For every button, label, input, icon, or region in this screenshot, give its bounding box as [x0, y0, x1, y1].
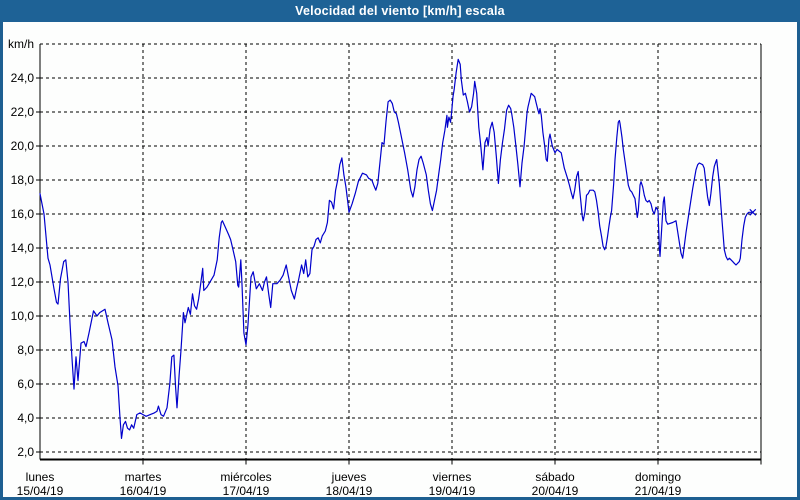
y-tick-label: 18,0: [11, 173, 35, 187]
x-day-date-label: 20/04/19: [532, 484, 579, 498]
chart-title: Velocidad del viento [km/h] escala: [295, 4, 505, 18]
y-tick-label: 2,0: [17, 445, 34, 459]
wind-speed-line: [39, 58, 754, 439]
x-day-name-label: miércoles: [220, 470, 271, 484]
x-day-date-label: 21/04/19: [635, 484, 682, 498]
line-end-marker: [749, 208, 757, 216]
x-day-date-label: 18/04/19: [326, 484, 373, 498]
x-day-date-label: 17/04/19: [223, 484, 270, 498]
y-tick-label: 6,0: [17, 377, 34, 391]
y-tick-label: 22,0: [11, 105, 35, 119]
y-tick-label: 10,0: [11, 309, 35, 323]
y-tick-label: 20,0: [11, 139, 35, 153]
chart-title-bar: Velocidad del viento [km/h] escala: [0, 0, 800, 22]
x-day-date-label: 15/04/19: [17, 484, 64, 498]
x-day-date-label: 19/04/19: [429, 484, 476, 498]
y-tick-label: 12,0: [11, 275, 35, 289]
x-day-name-label: martes: [125, 470, 162, 484]
x-day-name-label: domingo: [635, 470, 681, 484]
x-day-name-label: jueves: [331, 470, 367, 484]
y-axis-unit-label: km/h: [8, 37, 34, 51]
y-tick-label: 14,0: [11, 241, 35, 255]
x-day-name-label: lunes: [26, 470, 55, 484]
y-tick-label: 16,0: [11, 207, 35, 221]
y-tick-label: 8,0: [17, 343, 34, 357]
y-tick-label: 4,0: [17, 411, 34, 425]
x-day-date-label: 16/04/19: [120, 484, 167, 498]
x-day-name-label: viernes: [433, 470, 472, 484]
x-day-name-label: sábado: [535, 470, 575, 484]
y-tick-label: 24,0: [11, 71, 35, 85]
